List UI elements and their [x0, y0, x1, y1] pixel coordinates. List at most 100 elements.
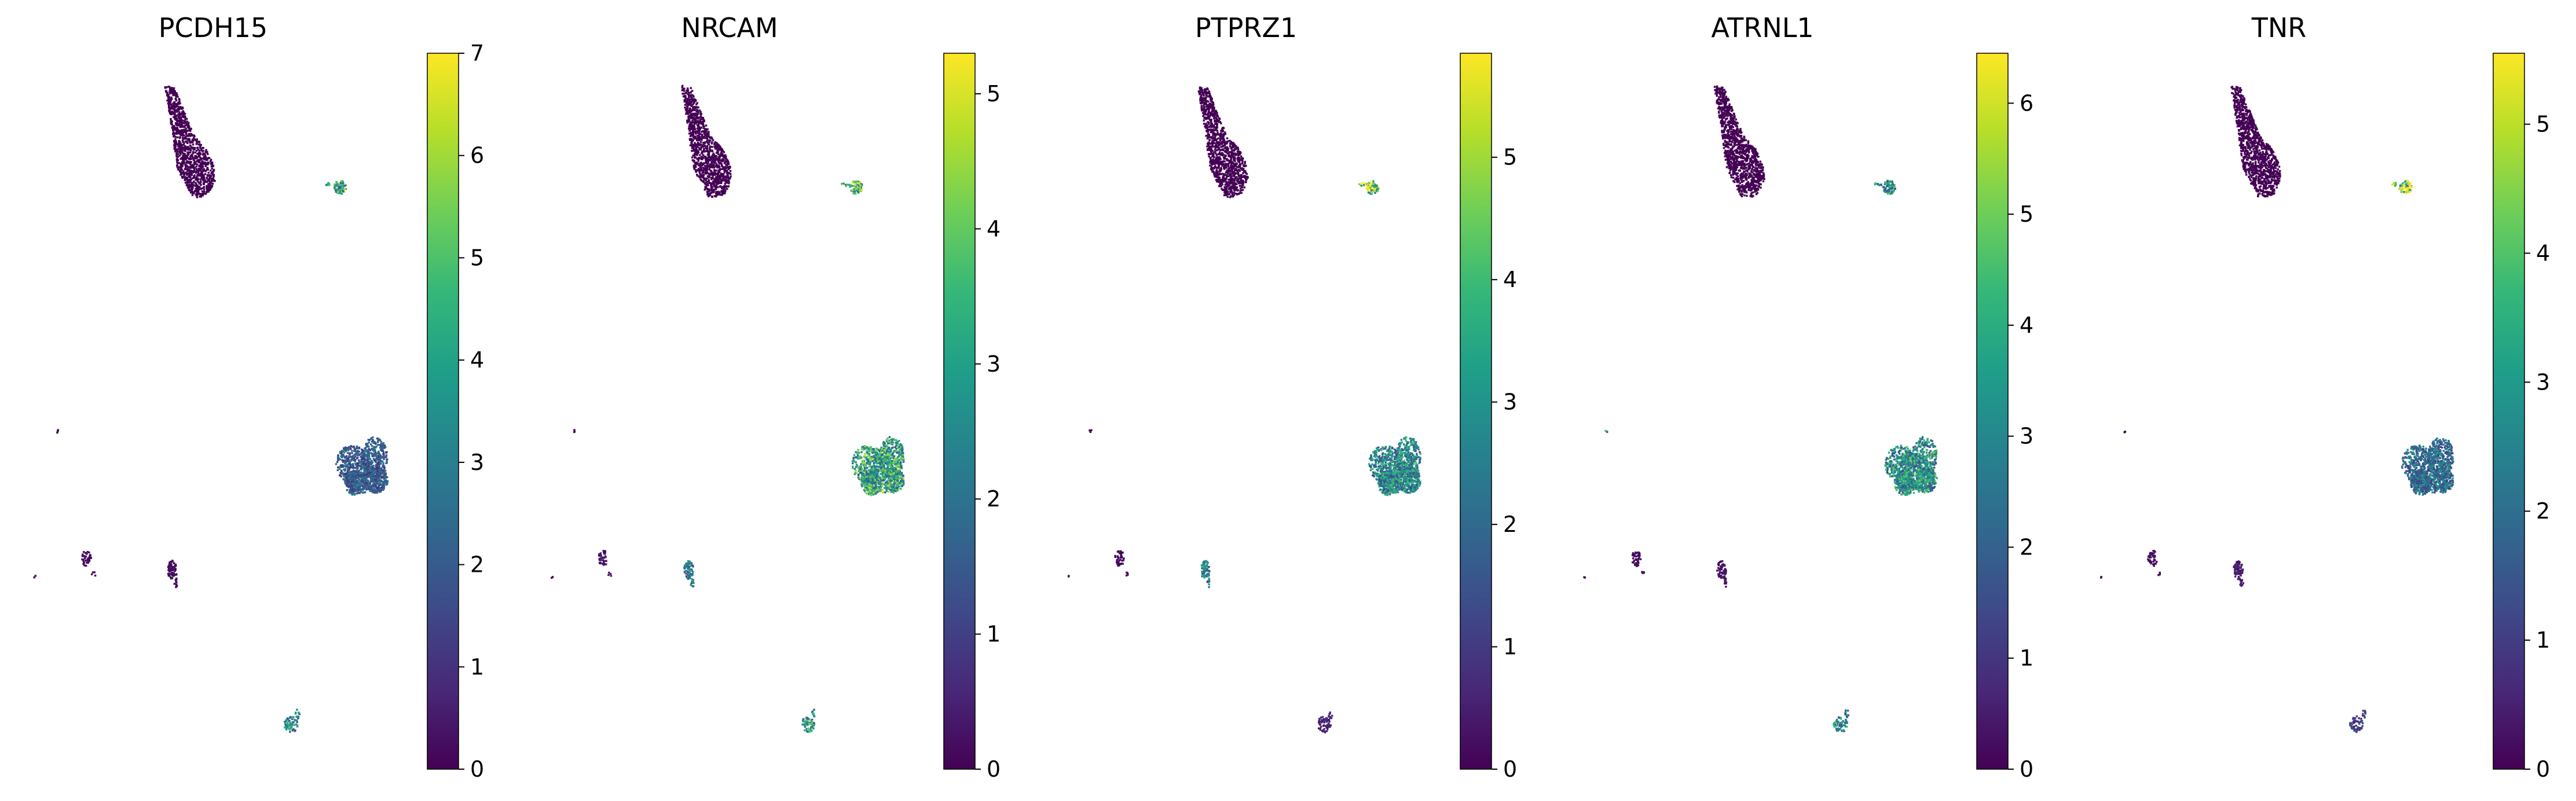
cell-point [343, 460, 346, 462]
cell-point [899, 444, 901, 446]
cell-point [385, 483, 387, 486]
cell-point [200, 166, 203, 169]
cell-point [867, 447, 870, 449]
cell-point [717, 160, 720, 162]
cell-point [895, 481, 897, 483]
cell-point [174, 102, 177, 105]
cell-point [201, 193, 204, 195]
cell-point [871, 493, 874, 495]
cell-point [201, 160, 204, 163]
cell-point [880, 449, 882, 451]
cell-point [381, 445, 383, 447]
cell-point [869, 480, 871, 483]
cell-point [188, 133, 190, 135]
cell-point [878, 456, 881, 458]
cell-point [713, 143, 716, 146]
cell-point [168, 92, 171, 95]
cell-point [168, 564, 170, 567]
cell-point [857, 182, 859, 185]
cell-point [171, 91, 173, 94]
cell-point [702, 117, 704, 120]
cell-point [169, 569, 171, 572]
cell-point [196, 141, 198, 144]
cell-point [717, 177, 720, 179]
cell-point [176, 111, 178, 113]
cell-point [714, 166, 717, 168]
cell-point [176, 161, 178, 164]
cell-point [185, 166, 187, 168]
cell-point [371, 460, 373, 462]
cell-point [186, 123, 188, 126]
cell-point [700, 113, 702, 115]
cell-point [869, 446, 871, 449]
cell-point [703, 130, 706, 133]
cell-point [369, 443, 372, 446]
cell-point [880, 456, 882, 459]
cell-point [364, 466, 366, 468]
cell-point [340, 466, 343, 468]
cell-point [885, 483, 888, 486]
cell-point [371, 453, 373, 455]
cell-point [298, 711, 300, 714]
cell-point [176, 122, 178, 125]
cell-point [852, 180, 855, 182]
cell-point [728, 172, 730, 174]
cell-point [365, 488, 368, 490]
cell-point [718, 171, 721, 173]
cell-point [353, 473, 355, 475]
cell-point [182, 160, 185, 162]
cell-point [182, 138, 185, 140]
cell-point [691, 104, 693, 106]
cell-point [368, 448, 370, 450]
cell-point [858, 183, 860, 186]
cell-point [164, 86, 166, 89]
cell-point [199, 146, 201, 149]
cell-point [688, 111, 690, 113]
cell-point [696, 109, 699, 111]
cell-point [723, 151, 725, 153]
cell-point [198, 167, 200, 170]
cell-point [187, 182, 190, 184]
cell-point [886, 465, 889, 468]
cell-point [719, 193, 721, 196]
cell-point [903, 459, 905, 461]
cell-point [691, 127, 693, 129]
cell-point [365, 480, 368, 483]
cell-point [358, 488, 360, 491]
cell-point [896, 440, 899, 443]
cell-point [708, 189, 710, 191]
cell-point [207, 162, 210, 164]
cell-point [691, 119, 694, 122]
cell-point [170, 90, 172, 92]
cell-point [684, 104, 687, 106]
cell-point [340, 475, 342, 477]
cell-point [717, 172, 720, 175]
cell-point [365, 450, 368, 453]
cell-point [170, 560, 172, 563]
cell-point [182, 146, 185, 149]
cell-point [369, 458, 371, 460]
cell-point [898, 473, 900, 476]
cell-point [176, 157, 178, 160]
cell-point [203, 190, 206, 193]
cell-point [178, 123, 180, 126]
cell-point [172, 102, 174, 105]
cell-point [173, 562, 175, 564]
cell-point [697, 162, 699, 164]
cell-point [181, 124, 184, 127]
cell-point [178, 162, 180, 164]
cell-point [357, 456, 359, 459]
cell-point [702, 146, 705, 148]
cell-point [691, 97, 693, 100]
cell-point [385, 456, 387, 458]
cell-point [718, 145, 720, 147]
cell-point [177, 105, 179, 108]
cell-point [350, 486, 353, 488]
cell-point [712, 166, 714, 168]
cell-point [690, 133, 692, 135]
cell-point [338, 457, 340, 460]
cell-point [849, 183, 852, 186]
cell-point [378, 488, 380, 491]
cell-point [726, 163, 728, 166]
cell-point [178, 106, 180, 109]
